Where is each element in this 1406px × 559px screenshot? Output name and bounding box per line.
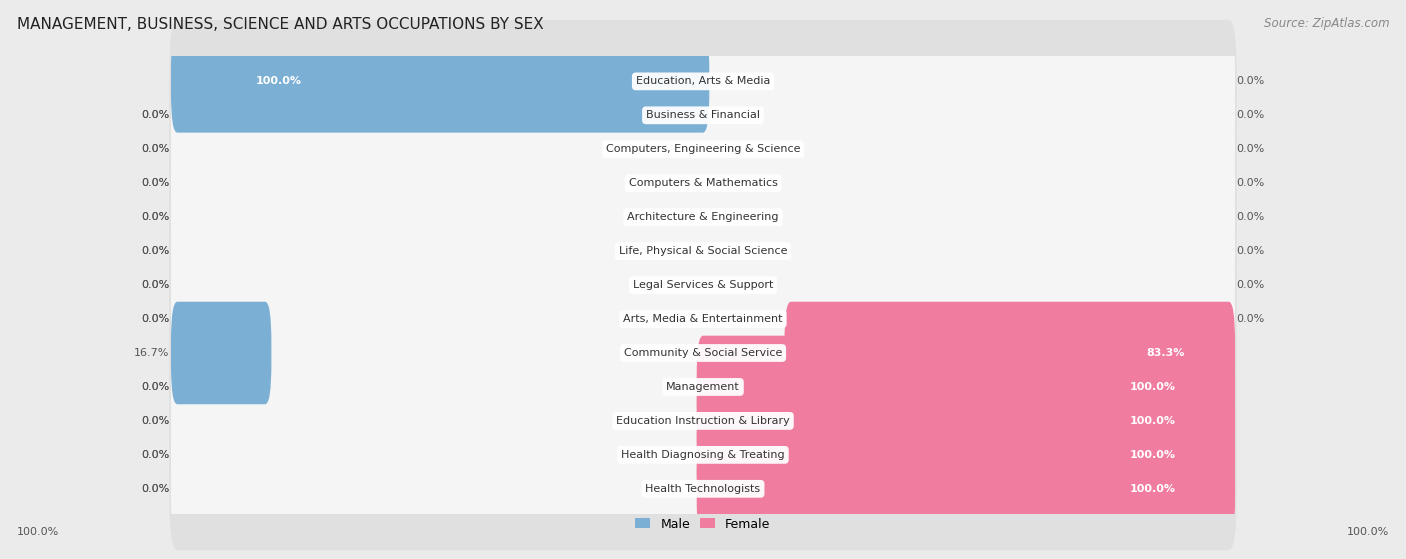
FancyBboxPatch shape: [169, 54, 1237, 177]
Text: 0.0%: 0.0%: [141, 382, 169, 392]
Text: Management: Management: [666, 382, 740, 392]
Text: 0.0%: 0.0%: [141, 382, 169, 392]
Text: Education, Arts & Media: Education, Arts & Media: [636, 77, 770, 87]
Text: 0.0%: 0.0%: [141, 450, 169, 460]
Text: 0.0%: 0.0%: [141, 212, 169, 222]
Text: 0.0%: 0.0%: [141, 416, 169, 426]
FancyBboxPatch shape: [172, 30, 709, 132]
Text: 0.0%: 0.0%: [141, 144, 169, 154]
FancyBboxPatch shape: [169, 20, 1237, 143]
Text: 0.0%: 0.0%: [141, 212, 169, 222]
Text: 0.0%: 0.0%: [141, 314, 169, 324]
Text: Architecture & Engineering: Architecture & Engineering: [627, 212, 779, 222]
Text: Education Instruction & Library: Education Instruction & Library: [616, 416, 790, 426]
Text: Business & Financial: Business & Financial: [645, 110, 761, 120]
Text: 0.0%: 0.0%: [141, 246, 169, 256]
Text: 0.0%: 0.0%: [141, 484, 169, 494]
FancyBboxPatch shape: [172, 438, 1234, 540]
FancyBboxPatch shape: [697, 404, 1234, 506]
FancyBboxPatch shape: [169, 292, 1237, 414]
Text: Life, Physical & Social Science: Life, Physical & Social Science: [619, 246, 787, 256]
FancyBboxPatch shape: [169, 156, 1237, 278]
Text: Arts, Media & Entertainment: Arts, Media & Entertainment: [623, 314, 783, 324]
FancyBboxPatch shape: [169, 258, 1237, 381]
Text: Computers, Engineering & Science: Computers, Engineering & Science: [606, 144, 800, 154]
FancyBboxPatch shape: [169, 325, 1237, 448]
Text: Health Diagnosing & Treating: Health Diagnosing & Treating: [621, 450, 785, 460]
Text: 100.0%: 100.0%: [1130, 416, 1177, 426]
Text: Health Technologists: Health Technologists: [645, 484, 761, 494]
FancyBboxPatch shape: [697, 369, 1234, 472]
FancyBboxPatch shape: [172, 166, 1234, 268]
Text: 0.0%: 0.0%: [141, 484, 169, 494]
Text: 0.0%: 0.0%: [1237, 110, 1265, 120]
FancyBboxPatch shape: [172, 64, 1234, 167]
Text: Community & Social Service: Community & Social Service: [624, 348, 782, 358]
Text: 0.0%: 0.0%: [141, 144, 169, 154]
FancyBboxPatch shape: [172, 132, 1234, 234]
Text: 16.7%: 16.7%: [134, 348, 169, 358]
FancyBboxPatch shape: [169, 359, 1237, 482]
Text: 0.0%: 0.0%: [141, 450, 169, 460]
FancyBboxPatch shape: [697, 438, 1234, 540]
FancyBboxPatch shape: [172, 336, 1234, 438]
Text: 0.0%: 0.0%: [1237, 178, 1265, 188]
Text: 0.0%: 0.0%: [1237, 246, 1265, 256]
Text: 0.0%: 0.0%: [1237, 144, 1265, 154]
FancyBboxPatch shape: [172, 98, 1234, 201]
FancyBboxPatch shape: [169, 428, 1237, 550]
Text: 100.0%: 100.0%: [1130, 484, 1177, 494]
Text: 0.0%: 0.0%: [141, 246, 169, 256]
FancyBboxPatch shape: [169, 122, 1237, 245]
Legend: Male, Female: Male, Female: [630, 513, 776, 536]
Text: 100.0%: 100.0%: [1347, 527, 1389, 537]
Text: Legal Services & Support: Legal Services & Support: [633, 280, 773, 290]
FancyBboxPatch shape: [172, 404, 1234, 506]
Text: MANAGEMENT, BUSINESS, SCIENCE AND ARTS OCCUPATIONS BY SEX: MANAGEMENT, BUSINESS, SCIENCE AND ARTS O…: [17, 17, 544, 32]
Text: 0.0%: 0.0%: [1237, 77, 1265, 87]
FancyBboxPatch shape: [172, 369, 1234, 472]
FancyBboxPatch shape: [169, 224, 1237, 347]
Text: 0.0%: 0.0%: [141, 110, 169, 120]
Text: 0.0%: 0.0%: [1237, 314, 1265, 324]
FancyBboxPatch shape: [172, 30, 1234, 132]
FancyBboxPatch shape: [169, 394, 1237, 517]
Text: Computers & Mathematics: Computers & Mathematics: [628, 178, 778, 188]
Text: 0.0%: 0.0%: [1237, 212, 1265, 222]
Text: 100.0%: 100.0%: [17, 527, 59, 537]
FancyBboxPatch shape: [172, 234, 1234, 337]
Text: 0.0%: 0.0%: [141, 314, 169, 324]
FancyBboxPatch shape: [169, 190, 1237, 312]
Text: 0.0%: 0.0%: [141, 178, 169, 188]
Text: 100.0%: 100.0%: [1130, 382, 1177, 392]
Text: 0.0%: 0.0%: [141, 280, 169, 290]
FancyBboxPatch shape: [169, 88, 1237, 211]
FancyBboxPatch shape: [172, 268, 1234, 370]
FancyBboxPatch shape: [785, 302, 1234, 404]
Text: Source: ZipAtlas.com: Source: ZipAtlas.com: [1264, 17, 1389, 30]
Text: 100.0%: 100.0%: [1130, 450, 1177, 460]
Text: 83.3%: 83.3%: [1146, 348, 1185, 358]
FancyBboxPatch shape: [172, 302, 1234, 404]
Text: 0.0%: 0.0%: [141, 110, 169, 120]
Text: 100.0%: 100.0%: [256, 77, 302, 87]
FancyBboxPatch shape: [172, 302, 271, 404]
Text: 0.0%: 0.0%: [1237, 280, 1265, 290]
FancyBboxPatch shape: [697, 336, 1234, 438]
FancyBboxPatch shape: [172, 200, 1234, 302]
Text: 0.0%: 0.0%: [141, 178, 169, 188]
Text: 0.0%: 0.0%: [141, 416, 169, 426]
Text: 0.0%: 0.0%: [141, 280, 169, 290]
